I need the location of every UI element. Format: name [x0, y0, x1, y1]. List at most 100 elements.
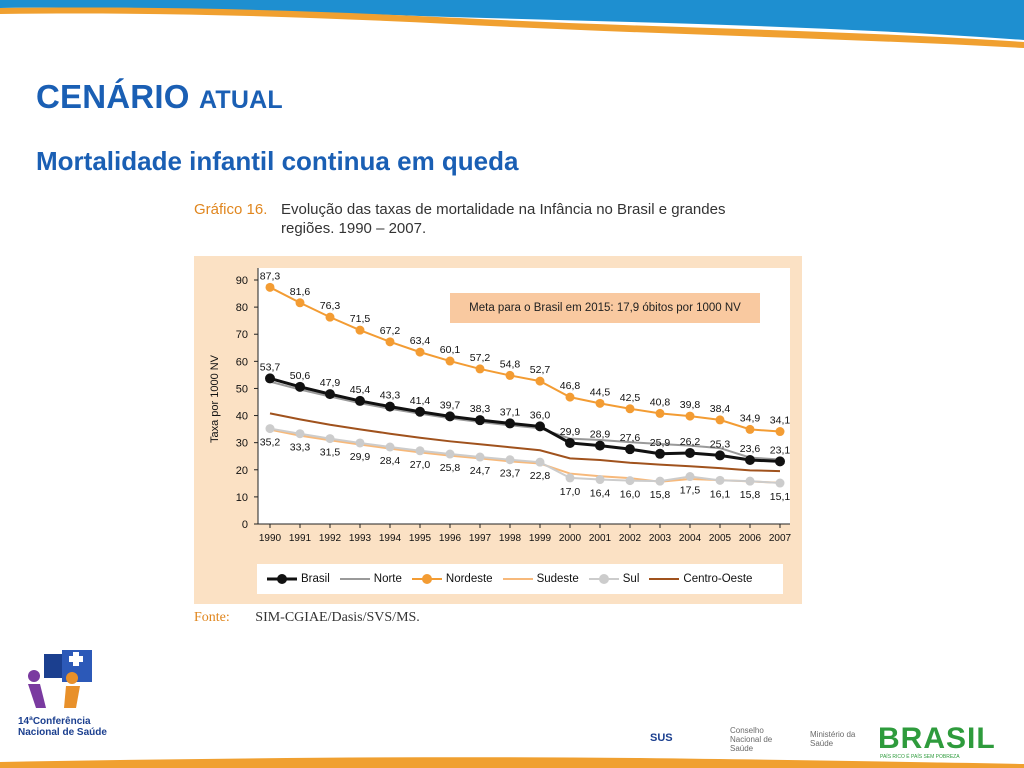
data-label-nordeste: 60,1	[440, 344, 461, 356]
x-tick-label: 1997	[469, 533, 492, 544]
brasil-tagline: PAÍS RICO É PAÍS SEM POBREZA	[880, 754, 960, 760]
data-label-nordeste: 40,8	[650, 396, 671, 408]
data-label-sul: 31,5	[320, 447, 341, 459]
data-label-sul: 17,0	[560, 486, 581, 498]
data-point-brasil	[475, 415, 485, 426]
data-point-brasil	[685, 447, 695, 458]
y-tick-label: 70	[236, 329, 248, 341]
x-tick-label: 1990	[259, 533, 282, 544]
data-point-brasil	[625, 444, 635, 455]
data-label-brasil: 25,9	[650, 437, 671, 449]
data-label-nordeste: 34,1	[770, 415, 791, 427]
series-line-nordeste	[269, 286, 781, 433]
data-point-sul	[655, 476, 665, 486]
data-label-sul: 24,7	[470, 465, 491, 477]
data-label-brasil: 38,3	[470, 403, 491, 415]
data-label-brasil: 29,9	[560, 426, 581, 438]
legend-swatch	[267, 574, 297, 584]
figure-source: Fonte: SIM-CGIAE/Dasis/SVS/MS.	[194, 610, 420, 626]
data-label-nordeste: 67,2	[380, 325, 401, 337]
data-point-nordeste	[745, 424, 755, 434]
legend-swatch-marker	[277, 574, 287, 584]
data-point-sul	[595, 475, 605, 485]
legend-swatch	[339, 578, 370, 580]
data-point-sul	[385, 442, 395, 452]
data-point-brasil	[775, 456, 785, 467]
series-line-sul	[269, 427, 781, 485]
y-tick-label: 80	[236, 302, 248, 314]
figure-title: Evolução das taxas de mortalidade na Inf…	[281, 201, 726, 237]
data-label-nordeste: 42,5	[620, 392, 641, 404]
data-label-brasil: 37,1	[500, 406, 521, 418]
y-tick-label: 50	[236, 383, 248, 395]
data-label-sul: 17,5	[680, 485, 701, 497]
legend-item-sul: Sul	[588, 573, 640, 585]
data-point-nordeste	[625, 404, 635, 414]
data-point-brasil	[295, 381, 305, 392]
data-point-brasil	[655, 448, 665, 459]
data-label-brasil: 41,4	[410, 395, 431, 407]
data-label-nordeste: 87,3	[260, 270, 281, 282]
data-label-nordeste: 52,7	[530, 364, 551, 376]
data-point-brasil	[535, 421, 545, 432]
legend-label: Nordeste	[445, 573, 493, 585]
legend-label: Sul	[622, 573, 640, 585]
data-label-brasil: 23,1	[770, 444, 791, 456]
data-point-sul	[685, 472, 695, 482]
data-point-sul	[775, 478, 785, 488]
chart-panel: 0 10 20 30 40 50 60 70 80 90 Taxa por 1000 NV 1990 1…	[194, 256, 802, 604]
data-label-nordeste: 54,8	[500, 358, 521, 370]
data-label-sul: 27,0	[410, 459, 431, 471]
data-point-sul	[355, 438, 365, 448]
x-tick-label: 1999	[529, 533, 552, 544]
data-label-sul: 29,9	[350, 451, 371, 463]
data-label-sul: 25,8	[440, 462, 461, 474]
data-point-brasil	[715, 450, 725, 461]
data-point-nordeste	[445, 356, 455, 366]
source-text: SIM-CGIAE/Dasis/SVS/MS.	[255, 610, 420, 625]
legend-item-nordeste: Nordeste	[411, 573, 493, 585]
x-tick-label: 1998	[499, 533, 522, 544]
data-point-brasil	[355, 395, 365, 406]
data-label-sul: 28,4	[380, 455, 401, 467]
data-label-nordeste: 81,6	[290, 286, 311, 298]
data-point-nordeste	[715, 415, 725, 425]
data-label-nordeste: 57,2	[470, 352, 491, 364]
data-point-nordeste	[385, 337, 395, 347]
legend-swatch	[411, 574, 442, 584]
data-label-nordeste: 46,8	[560, 380, 581, 392]
x-tick-label: 2000	[559, 533, 582, 544]
series-line-brasil	[269, 376, 781, 463]
data-point-sul	[295, 429, 305, 439]
y-axis-label: Taxa por 1000 NV	[209, 354, 221, 443]
y-tick-label: 20	[236, 465, 248, 477]
y-tick-label: 30	[236, 438, 248, 450]
data-point-sul	[415, 446, 425, 456]
conference-logo-text: 14ªConferência Nacional de Saúde	[18, 716, 107, 738]
y-tick-label: 90	[236, 275, 248, 287]
meta-annotation: Meta para o Brasil em 2015: 17,9 óbitos …	[450, 293, 760, 323]
data-label-brasil: 36,0	[530, 409, 551, 421]
x-tick-label: 1995	[409, 533, 432, 544]
series-line-norte	[269, 380, 781, 461]
data-point-sul	[745, 476, 755, 486]
data-point-brasil	[595, 440, 605, 451]
bottom-swoosh-decoration	[0, 757, 1024, 768]
data-point-nordeste	[685, 411, 695, 421]
title-main: CENÁRIO	[36, 78, 190, 115]
data-label-sul: 15,8	[650, 489, 671, 501]
y-tick-label: 60	[236, 356, 248, 368]
data-label-brasil: 23,6	[740, 443, 761, 455]
data-point-nordeste	[775, 427, 785, 437]
data-point-sul	[475, 452, 485, 462]
data-point-nordeste	[595, 398, 605, 408]
y-tick-label: 40	[236, 411, 248, 423]
data-point-brasil	[325, 389, 335, 400]
legend-label: Centro-Oeste	[683, 573, 753, 585]
legend-swatch	[502, 578, 533, 580]
x-tick-label: 1994	[379, 533, 402, 544]
top-swoosh-decoration	[0, 0, 1024, 48]
data-label-nordeste: 34,9	[740, 412, 761, 424]
legend-swatch	[588, 574, 619, 584]
conference-line1: 14ªConferência	[18, 716, 91, 727]
